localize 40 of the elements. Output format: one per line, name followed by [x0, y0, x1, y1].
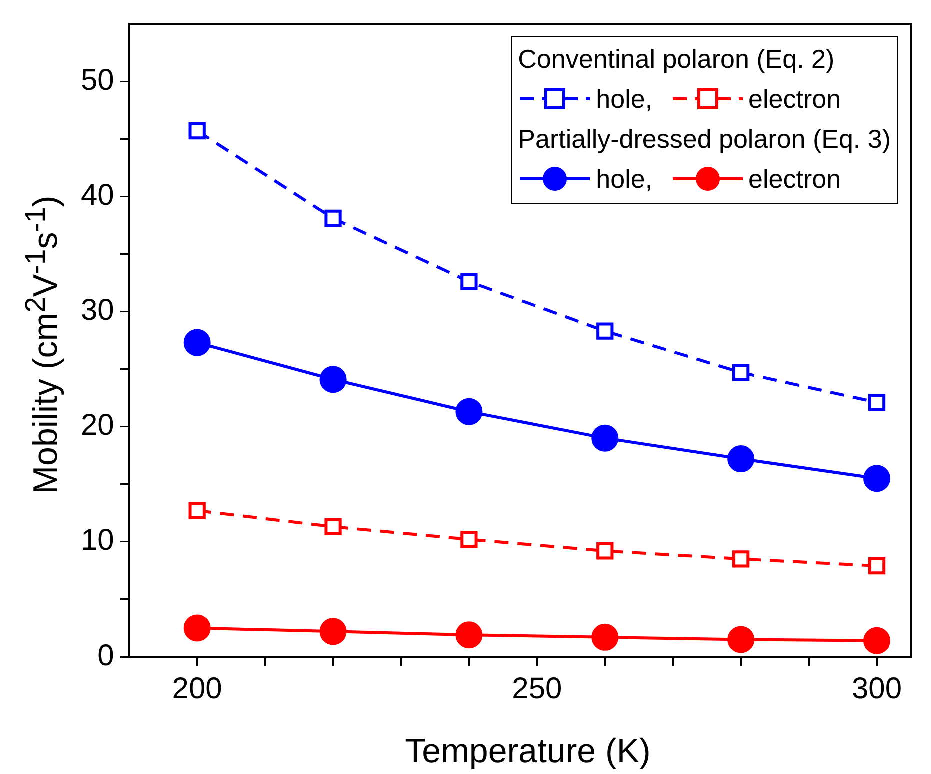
x-axis-title: Temperature (K) [405, 732, 651, 772]
point [728, 446, 755, 473]
y-tick-label: 40 [80, 178, 114, 212]
point [592, 424, 619, 452]
point [188, 502, 206, 520]
point [868, 558, 886, 575]
point [324, 518, 342, 536]
legend-label: hole, [596, 83, 653, 116]
point [864, 465, 891, 492]
point [456, 622, 483, 649]
point [320, 618, 347, 646]
point [728, 626, 755, 654]
y-tick-label: 20 [80, 409, 114, 442]
point [324, 210, 342, 228]
y-tick-label: 0 [98, 639, 114, 672]
point [868, 394, 886, 412]
x-tick-label: 250 [512, 672, 562, 706]
point [596, 542, 614, 560]
x-tick-label: 200 [172, 672, 222, 706]
annotation: Partially-dressed polaron (Eq. 3) [518, 123, 891, 156]
point [460, 273, 478, 290]
point [864, 627, 891, 654]
legend-label: electron [748, 163, 842, 196]
y-tick-label: 50 [80, 64, 114, 97]
point [320, 366, 347, 394]
point [184, 329, 211, 356]
legend-label: hole, [596, 163, 653, 196]
point [456, 398, 483, 426]
x-tick-label: 300 [852, 672, 902, 706]
point [460, 531, 478, 548]
point [596, 322, 614, 340]
point [188, 122, 206, 140]
annotation: Conventinal polaron (Eq. 2) [518, 43, 836, 76]
point [732, 364, 750, 382]
y-tick-label: 10 [80, 524, 114, 558]
point [732, 550, 750, 568]
legend-label: electron [748, 83, 842, 116]
point [184, 614, 211, 642]
point [592, 624, 619, 651]
y-tick-label: 30 [80, 294, 114, 327]
